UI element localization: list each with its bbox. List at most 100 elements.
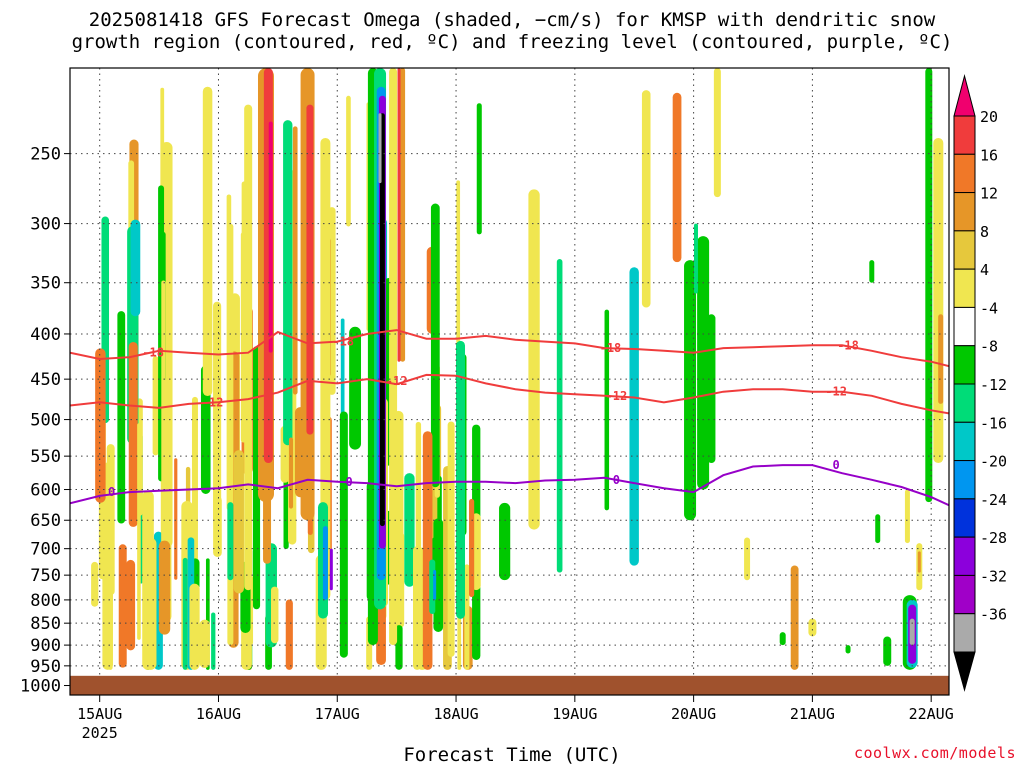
y-tick-label: 550 [30,447,61,467]
omega-streak [199,619,210,668]
y-tick-label: 500 [30,411,61,431]
omega-streak [288,437,294,509]
colorbar-swatch [953,460,976,500]
y-tick-label: 1000 [20,677,61,697]
omega-streak [91,561,99,607]
y-tick-label: 450 [30,370,61,390]
colorbar-label: 4 [980,261,989,279]
x-year-label: 2025 [82,724,118,742]
contour-label: 0 [833,458,840,472]
omega-streak [556,259,563,573]
y-tick-label: 950 [30,657,61,677]
colorbar-top-arrow [953,74,976,117]
omega-streak [845,645,851,654]
omega-streak [285,599,293,670]
colorbar-label: -12 [980,376,1007,394]
omega-streak [476,103,482,235]
omega-streak [464,564,470,670]
omega-streak [697,236,710,490]
colorbar-label: 8 [980,223,989,241]
x-tick-label: 19AUG [552,705,597,723]
contour-line-0 [70,464,949,507]
omega-streak [528,189,540,530]
omega-streak [329,548,333,591]
omega-streak [693,223,698,294]
contour-line-minus-18 [70,329,949,368]
omega-streak [412,546,422,670]
colorbar-swatch [953,230,976,270]
omega-streak [933,137,944,464]
omega-streak [641,90,651,308]
omega-shading [91,68,944,670]
omega-streak [917,551,921,573]
chart-title-line-1: 2025081418 GFS Forecast Omega (shaded, −… [88,9,936,31]
colorbar-swatch [953,192,976,232]
ground-fill [70,675,949,695]
omega-streak [227,223,234,646]
colorbar-swatch [953,536,976,576]
omega-streak [189,583,200,670]
contour-label: -12 [606,389,628,403]
omega-streak [456,340,466,619]
omega-streak [404,473,415,587]
omega-streak [306,104,314,435]
omega-streak [779,632,786,646]
omega-streak [684,260,697,521]
y-tick-label: 750 [30,566,61,586]
colorbar-label: 12 [980,185,998,203]
colorbar-label: 20 [980,108,998,126]
y-axis: 2503003504004505005506006507007508008509… [20,145,70,697]
omega-streak [883,636,892,666]
contour-line-minus-12 [70,373,949,415]
colorbar-swatch [953,115,976,155]
omega-streak [447,421,455,657]
contour-label: -18 [142,346,164,360]
omega-streak [137,423,141,640]
omega-streak [395,625,403,670]
omega-streak [904,489,910,544]
omega-streak [389,68,398,646]
omega-streak [233,450,244,594]
colorbar-swatch [953,345,976,385]
omega-streak [213,495,222,557]
x-tick-label: 22AUG [909,705,954,723]
contour-label: -18 [600,341,622,355]
omega-streak [174,458,178,580]
chart-title-line-2: growth region (contoured, red, ºC) and f… [71,31,953,53]
omega-streak [244,104,253,591]
omega-streak [213,301,222,525]
omega-streak [629,267,639,566]
omega-streak [707,314,716,464]
contour-label: 0 [346,475,353,489]
colorbar-swatch [953,574,976,615]
x-tick-label: 18AUG [433,705,478,723]
omega-streak [790,565,799,670]
x-tick-label: 21AUG [790,705,835,723]
colorbar-label: -28 [980,529,1007,547]
omega-streak [430,203,440,488]
x-tick-label: 16AUG [196,705,241,723]
omega-streak [672,92,682,263]
contour-label: -18 [332,335,354,349]
contour-label: -12 [202,395,224,409]
y-tick-label: 350 [30,274,61,294]
contour-label: -12 [825,385,847,399]
contour-label: -12 [386,374,408,388]
colorbar-swatch [953,613,976,653]
omega-streak [433,518,444,632]
colorbar-swatch [953,421,976,462]
omega-streak [211,612,216,670]
x-tick-label: 20AUG [671,705,716,723]
y-tick-label: 850 [30,614,61,634]
omega-streak [397,68,401,362]
omega-streak [227,502,234,581]
plot-frame [69,67,950,696]
omega-streak [415,421,422,580]
omega-streak [200,365,211,494]
colorbar: 20 16 12 8 4 -4 -8 -12 -16 -20 -24 -28 -32 -36 [953,74,1007,692]
omega-streak [117,311,126,524]
omega-streak [808,618,817,637]
omega-streak [422,431,433,670]
omega-streak [128,341,138,527]
y-tick-label: 900 [30,636,61,656]
